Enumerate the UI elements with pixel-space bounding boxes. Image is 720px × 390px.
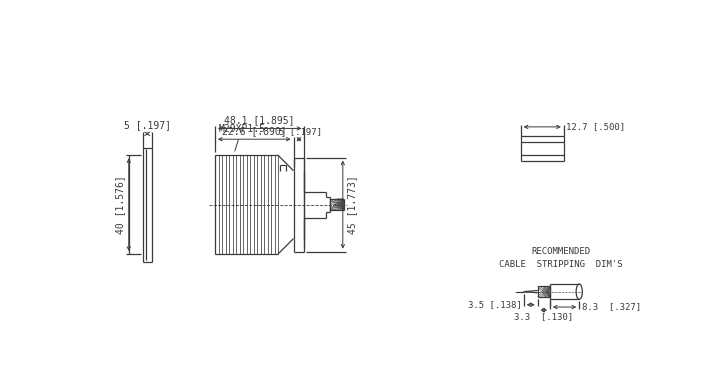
Text: 48.1 [1.895]: 48.1 [1.895] (225, 115, 295, 125)
Text: 12.7 [.500]: 12.7 [.500] (566, 122, 625, 131)
Text: 5 [.197]: 5 [.197] (124, 120, 171, 130)
Text: 22.6 [.890]: 22.6 [.890] (222, 126, 287, 136)
Text: 40 [1.576]: 40 [1.576] (115, 175, 125, 234)
Text: 45 [1.773]: 45 [1.773] (346, 175, 356, 234)
Text: 3.3  [.130]: 3.3 [.130] (514, 312, 573, 321)
Text: RECOMMENDED
CABLE  STRIPPING  DIM'S: RECOMMENDED CABLE STRIPPING DIM'S (499, 247, 623, 269)
Text: M29XP1.5: M29XP1.5 (218, 124, 265, 151)
Text: 3.5 [.138]: 3.5 [.138] (469, 300, 522, 309)
Text: 5 [.197]: 5 [.197] (279, 127, 322, 136)
Text: 8.3  [.327]: 8.3 [.327] (582, 303, 641, 312)
